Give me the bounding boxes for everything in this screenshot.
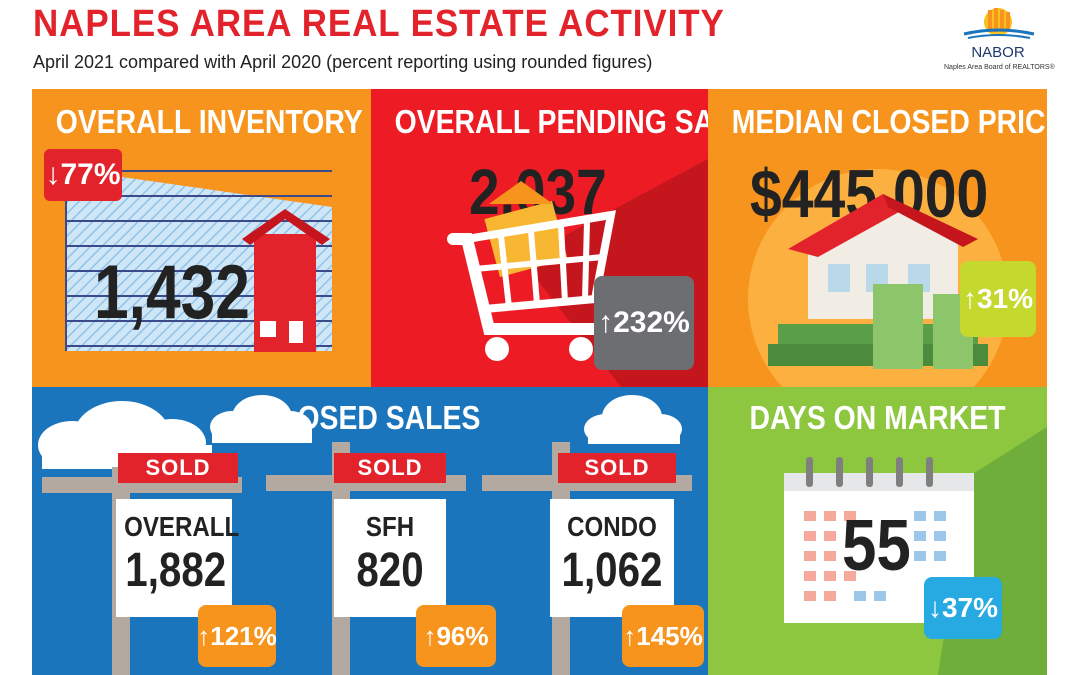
arrow-down-icon: ↓: [45, 158, 61, 191]
logo-tagline: Naples Area Board of REALTORS®: [944, 64, 1055, 71]
overall-value: 1,882: [125, 544, 227, 597]
inventory-value: 1,432: [94, 250, 250, 335]
page-title: NAPLES AREA REAL ESTATE ACTIVITY: [33, 3, 725, 45]
days-panel: DAYS ON MARKET 55 ↓ 37%: [708, 387, 1047, 675]
inventory-change-badge: ↓ 77%: [44, 149, 122, 201]
nabor-logo: NABOR Naples Area Board of REALTORS®: [944, 4, 1055, 80]
overall-sign: OVERALL 1,882: [116, 499, 240, 617]
sold-banner: SOLD: [118, 453, 238, 483]
pending-change-badge: ↑ 232%: [594, 276, 694, 370]
arrow-up-icon: ↑: [598, 306, 614, 339]
arrow-up-icon: ↑: [623, 620, 637, 651]
sfh-sign: SFH 820: [334, 499, 446, 617]
arrow-up-icon: ↑: [197, 620, 211, 651]
days-change-badge: ↓ 37%: [924, 577, 1002, 639]
sfh-change-badge: ↑ 96%: [416, 605, 496, 667]
condo-sign: CONDO 1,062: [550, 499, 674, 617]
arrow-down-icon: ↓: [927, 592, 942, 623]
arrow-up-icon: ↑: [423, 620, 437, 651]
days-value: 55: [842, 506, 911, 586]
shopping-cart-icon: [447, 181, 617, 361]
condo-value: 1,062: [561, 544, 663, 597]
days-title: DAYS ON MARKET: [749, 399, 1006, 436]
house-icon: [242, 209, 330, 352]
page-subtitle: April 2021 compared with April 2020 (per…: [33, 52, 653, 72]
pending-panel: OVERALL PENDING SALES 2,037 ↑232%: [371, 89, 708, 387]
sold-banner: SOLD: [334, 453, 446, 483]
median-title: MEDIAN CLOSED PRICE: [731, 103, 1047, 140]
condo-change-badge: ↑ 145%: [622, 605, 704, 667]
arrow-up-icon: ↑: [962, 283, 977, 314]
closed-sales-panel: CLOSED SALES SOLD OVERALL 1,882 ↑ 121% SO…: [32, 387, 708, 675]
condo-label: CONDO: [567, 511, 657, 542]
logo-name: NABOR: [971, 44, 1025, 61]
median-change-badge: ↑ 31%: [960, 261, 1036, 337]
median-panel: MEDIAN CLOSED PRICE $445,000 ↑ 31%: [708, 89, 1047, 387]
overall-change-badge: ↑ 121%: [197, 605, 277, 667]
sold-banner: SOLD: [558, 453, 676, 483]
pending-title: OVERALL PENDING SALES: [394, 103, 708, 140]
inventory-title: OVERALL INVENTORY: [55, 103, 363, 140]
sfh-value: 820: [356, 544, 424, 597]
inventory-chart-graphic: [65, 149, 332, 352]
overall-label: OVERALL: [124, 511, 240, 542]
closed-sales-title: CLOSED SALES: [259, 399, 481, 436]
sfh-label: SFH: [365, 511, 415, 542]
inventory-panel: OVERALL INVENTORY 1,432: [32, 89, 371, 387]
house-with-money-icon: [768, 194, 988, 369]
